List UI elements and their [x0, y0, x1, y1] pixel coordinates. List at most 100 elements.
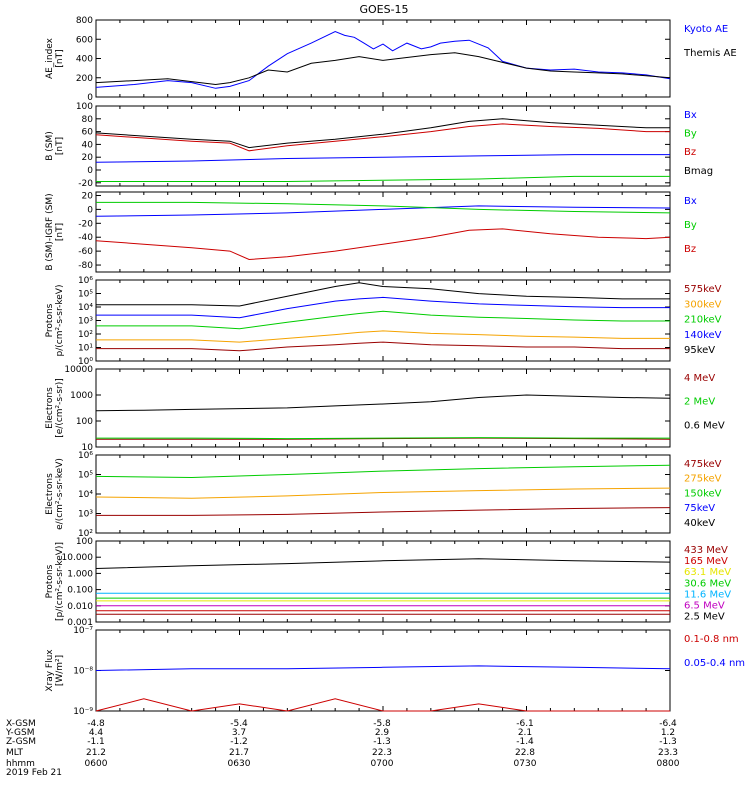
legend-140kev: 140keV: [684, 330, 722, 341]
y-axis-label: [e/(cm²-s-sr)]: [55, 378, 65, 438]
legend-30-6-mev: 30.6 MeV: [684, 578, 731, 589]
y-axis-label: [nT]: [55, 49, 65, 67]
series-line-themis-ae: [95, 52, 671, 86]
y-tick-label: 10000: [64, 365, 93, 375]
legend-by: By: [684, 129, 697, 140]
legend-575kev: 575keV: [684, 284, 722, 295]
series-line-bz: [95, 228, 671, 261]
series-line-bmag: [95, 118, 670, 149]
y-tick-label: 200: [76, 74, 93, 84]
series-line-300kev: [96, 330, 670, 343]
footer-row-label: X-GSM: [6, 719, 36, 729]
footer-row-label: 2019 Feb 21: [6, 768, 62, 778]
y-axis-label: e/(cm²-s-sr-keV): [55, 458, 65, 530]
legend-475kev: 475keV: [684, 459, 722, 470]
footer-value: 21.2: [86, 748, 106, 758]
y-axis-label: B (SM): [45, 131, 55, 161]
y-tick-label: 10²: [78, 330, 93, 340]
y-tick-label: 600: [76, 35, 93, 45]
footer-value: 23.3: [658, 748, 678, 758]
y-tick-label: 10¹: [78, 344, 93, 354]
series-line-0-6-mev: [95, 394, 671, 412]
series-line-bx: [95, 205, 671, 217]
legend-300kev: 300keV: [684, 299, 722, 310]
footer-row-label: hhmm: [6, 759, 35, 769]
y-axis-label: [p/(cm²-s-sr-keV)]: [55, 542, 65, 621]
y-axis-label: [W/m²]: [55, 655, 65, 686]
footer-value: 0700: [371, 759, 394, 769]
y-axis-label: Protons: [45, 303, 55, 337]
y-tick-label: 0.001: [67, 618, 93, 628]
series-line-475kev: [96, 507, 671, 516]
y-tick-label: -60: [78, 247, 93, 257]
legend-165-mev: 165 MeV: [684, 556, 728, 567]
y-tick-label: -40: [78, 233, 93, 243]
y-tick-label: 100: [76, 537, 93, 547]
footer-value: -6.4: [659, 719, 677, 729]
panel-5: 10 100 1000 10000 Electrons [e/(cm²-s-sr)] 4 M…: [45, 365, 725, 453]
footer-row-label: MLT: [6, 748, 24, 758]
legend-75kev: 75keV: [684, 503, 715, 514]
y-tick-label: 60: [82, 128, 94, 138]
footer-value: 2.1: [518, 728, 532, 738]
y-tick-label: -80: [78, 261, 93, 271]
footer-row-label: Y-GSM: [5, 728, 34, 738]
panel-frame: [95, 368, 671, 448]
y-axis-label: [nT]: [55, 137, 65, 155]
legend-themis-ae: Themis AE: [683, 48, 737, 59]
y-axis-label: AE_index: [45, 37, 55, 79]
y-axis-label: B (SM)-IGRF (SM): [45, 193, 55, 270]
panel-frame: [95, 191, 671, 273]
y-tick-label: 10⁵: [78, 290, 93, 300]
footer-value: -1.3: [373, 737, 391, 747]
panel-frame: [95, 540, 671, 623]
y-tick-label: 10⁶: [78, 451, 93, 461]
y-tick-label: 80: [82, 115, 94, 125]
panel-8: 10⁻⁹ 10⁻⁸ 10⁻⁷ Xray Flux [W/m²] 0.1-0.8 nm 0.0…: [45, 626, 745, 717]
y-tick-label: 1000: [70, 391, 93, 401]
panel-6: 10² 10³ 10⁴ 10⁵ 10⁶ Electrons e/(cm²-s-sr-keV)…: [45, 451, 722, 539]
series-line-95kev: [96, 282, 670, 307]
y-tick-label: 10⁻⁹: [73, 707, 93, 717]
series-line-2-mev: [96, 437, 670, 440]
y-tick-label: 20: [82, 191, 94, 201]
y-tick-label: 10²: [78, 529, 93, 539]
y-tick-label: 10: [82, 443, 94, 453]
y-tick-label: 10⁻⁷: [73, 626, 93, 636]
y-tick-label: 10.000: [62, 553, 94, 563]
panel-7: 0.001 0.010 0.100 1.000 10.000 100 Protons [p/(…: [45, 537, 731, 628]
footer-value: -4.8: [87, 719, 105, 729]
legend-40kev: 40keV: [684, 518, 715, 529]
series-line-by: [96, 175, 670, 182]
legend-210kev: 210keV: [684, 315, 722, 326]
series-line-575kev: [96, 341, 670, 352]
panel-3: -80 -60 -40 -20 0 20 B (SM)-IGRF (SM) [nT] Bx By B…: [45, 191, 697, 273]
y-tick-label: 1.000: [67, 569, 93, 579]
legend-4-mev: 4 MeV: [684, 373, 715, 384]
footer-value: 3.7: [232, 728, 246, 738]
footer-value: 0730: [514, 759, 537, 769]
legend-kyoto-ae: Kyoto AE: [684, 24, 728, 35]
panel-frame: [95, 629, 671, 712]
series-line-275kev: [95, 487, 671, 499]
y-tick-label: 800: [76, 16, 93, 26]
y-axis-label: Xray Flux: [45, 649, 55, 692]
panel-4: 10⁰ 10¹ 10² 10³ 10⁴ 10⁵ 10⁶ Protons p/(cm²-s-sr-…: [45, 276, 722, 367]
legend-0-1-0-8-nm: 0.1-0.8 nm: [684, 634, 739, 645]
legend-bz: Bz: [684, 147, 696, 158]
y-tick-label: 0: [87, 93, 93, 103]
y-tick-label: 10⁴: [78, 490, 93, 500]
panel-frame: [95, 105, 671, 187]
footer-value: 2.9: [375, 728, 390, 738]
footer-value: 1.2: [661, 728, 675, 738]
legend-433-mev: 433 MeV: [684, 545, 728, 556]
footer-value: -5.4: [230, 719, 248, 729]
legend-0-05-0-4-nm: 0.05-0.4 nm: [684, 658, 745, 669]
y-axis-label: Electrons: [45, 473, 55, 515]
y-tick-label: 20: [82, 153, 94, 163]
series-line-210kev: [96, 310, 670, 330]
y-tick-label: 10⁴: [78, 303, 93, 313]
footer-value: 0630: [228, 759, 251, 769]
panel-2: -20 0 20 40 60 80 100 B (SM) [nT] Bx By Bz Bmag: [45, 102, 713, 189]
